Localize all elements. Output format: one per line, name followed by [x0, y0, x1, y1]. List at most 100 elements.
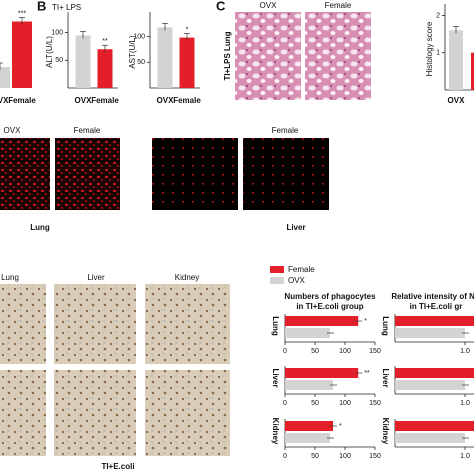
condition-label: TI+ LPS [52, 3, 81, 12]
bar [471, 52, 474, 90]
significance: ** [364, 370, 370, 377]
significance: ** [102, 38, 108, 45]
x-tick-label: OVX [448, 96, 466, 105]
bar [285, 380, 333, 390]
micrograph [0, 138, 50, 210]
bar [285, 316, 359, 326]
micrograph [145, 370, 230, 456]
column-label: Female [74, 126, 101, 135]
bar [12, 21, 32, 88]
chart-title: in TI+E.coli group [296, 302, 363, 311]
legend-label: OVX [288, 276, 306, 285]
micrograph [235, 12, 301, 100]
column-label: OVX [260, 1, 278, 10]
bar [395, 316, 474, 326]
bar [179, 37, 195, 88]
y-tick-label: Liver [381, 368, 390, 387]
x-tick-label: OVX [75, 96, 93, 105]
chart-title: Relative intensity of NC [391, 292, 474, 301]
y-axis-label: ALT(U/L) [45, 36, 54, 68]
x-tick-label: 50 [311, 453, 319, 460]
column-label: Female [272, 126, 299, 135]
bar [157, 27, 173, 88]
bar [285, 433, 330, 443]
x-tick-label: OVX [0, 96, 9, 105]
column-label: Kidney [175, 273, 199, 282]
tissue-label: Liver [286, 223, 305, 232]
x-tick-label: 1.0 [460, 400, 470, 407]
micrograph [55, 138, 120, 210]
x-tick-label: 0 [283, 400, 287, 407]
micrograph [305, 12, 371, 100]
bar [75, 35, 91, 88]
significance: *** [18, 10, 26, 17]
condition-label: TI+E.coli [101, 462, 134, 471]
column-label: Liver [87, 273, 105, 282]
x-tick-label: 100 [339, 453, 351, 460]
legend-label: Female [288, 265, 315, 274]
row-label: TI+LPS Lung [223, 31, 232, 80]
bar [395, 421, 474, 431]
x-tick-label: 100 [339, 348, 351, 355]
panel-label: C [216, 0, 226, 13]
x-tick-label: 50 [311, 400, 319, 407]
x-tick-label: 0 [283, 453, 287, 460]
bar [449, 30, 463, 90]
y-tick-label: Lung [271, 316, 280, 336]
micrograph [0, 284, 46, 364]
y-tick-label: 100 [133, 33, 145, 40]
tissue-label: Lung [30, 223, 50, 232]
bar [0, 67, 10, 88]
y-tick-label: Lung [381, 316, 390, 336]
significance: * [186, 26, 189, 33]
bar [395, 380, 465, 390]
x-tick-label: 50 [311, 348, 319, 355]
bar [395, 328, 465, 338]
micrograph [145, 284, 230, 364]
chart-title: in TI+E.coli gr [410, 302, 463, 311]
y-tick-label: Kidney [381, 418, 390, 445]
bar [395, 368, 474, 378]
significance: * [339, 423, 342, 430]
micrograph [152, 138, 238, 210]
column-label: OVX [4, 126, 22, 135]
micrographs [0, 12, 371, 456]
y-axis-label: Histology score [425, 21, 434, 76]
panel-label: B [37, 0, 46, 13]
column-label: Lung [1, 273, 19, 282]
x-tick-label: Female [8, 96, 36, 105]
bar [285, 328, 330, 338]
micrograph [54, 370, 136, 456]
y-tick-label: Kidney [271, 418, 280, 445]
x-tick-label: 1.0 [460, 348, 470, 355]
x-tick-label: 150 [369, 348, 381, 355]
micrograph [243, 138, 329, 210]
y-tick-label: 1 [436, 50, 440, 57]
x-tick-label: Female [91, 96, 119, 105]
legend-swatch [270, 277, 284, 284]
y-tick-label: 50 [55, 57, 63, 64]
bar [395, 433, 465, 443]
bar [97, 49, 113, 88]
micrograph [0, 370, 46, 456]
y-tick-label: 100 [51, 29, 63, 36]
x-tick-label: OVX [157, 96, 175, 105]
x-tick-label: Female [173, 96, 201, 105]
y-tick-label: Liver [271, 368, 280, 387]
y-axis-label: AST(U/L) [128, 35, 137, 69]
micrograph [54, 284, 136, 364]
chart-title: Numbers of phagocytes [284, 292, 376, 301]
y-tick-label: 2 [436, 12, 440, 19]
x-tick-label: 0 [283, 348, 287, 355]
bar [285, 368, 359, 378]
significance: * [364, 318, 367, 325]
column-label: Female [325, 1, 352, 10]
bar [285, 421, 333, 431]
y-tick-label: 50 [137, 59, 145, 66]
legend-swatch [270, 266, 284, 273]
x-tick-label: 1.0 [460, 453, 470, 460]
x-tick-label: 100 [339, 400, 351, 407]
x-tick-label: 150 [369, 453, 381, 460]
x-tick-label: 150 [369, 400, 381, 407]
